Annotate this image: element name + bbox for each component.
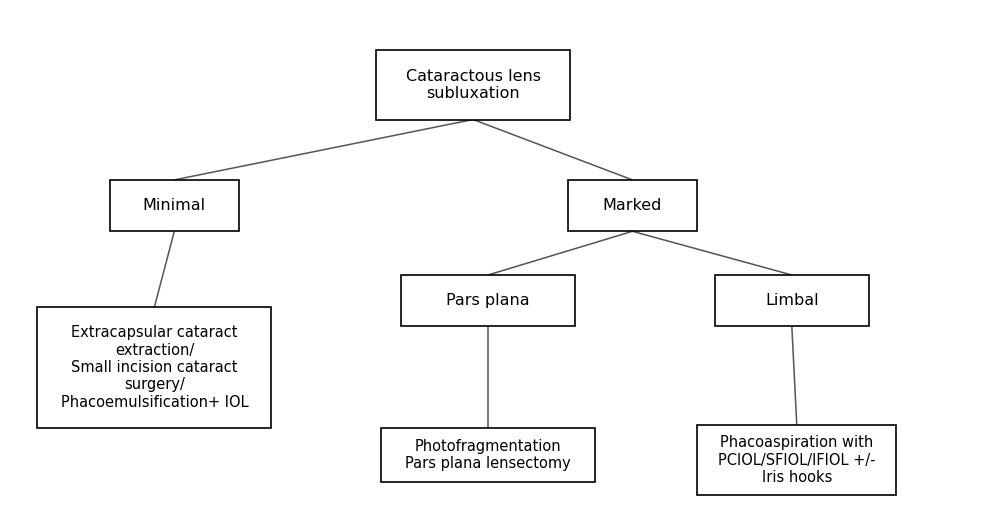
Text: Extracapsular cataract
extraction/
Small incision cataract
surgery/
Phacoemulsif: Extracapsular cataract extraction/ Small…: [61, 325, 248, 410]
FancyBboxPatch shape: [110, 180, 239, 231]
Text: Limbal: Limbal: [765, 293, 819, 308]
Text: Minimal: Minimal: [142, 198, 206, 213]
Text: Photofragmentation
Pars plana lensectomy: Photofragmentation Pars plana lensectomy: [405, 438, 571, 471]
Text: Pars plana: Pars plana: [446, 293, 530, 308]
FancyBboxPatch shape: [697, 426, 896, 494]
Text: Phacoaspiration with
PCIOL/SFIOL/IFIOL +/-
Iris hooks: Phacoaspiration with PCIOL/SFIOL/IFIOL +…: [718, 435, 875, 485]
FancyBboxPatch shape: [568, 180, 697, 231]
FancyBboxPatch shape: [380, 428, 596, 482]
FancyBboxPatch shape: [400, 275, 575, 326]
Text: Cataractous lens
subluxation: Cataractous lens subluxation: [405, 68, 541, 101]
FancyBboxPatch shape: [375, 50, 570, 119]
FancyBboxPatch shape: [715, 275, 869, 326]
FancyBboxPatch shape: [38, 307, 271, 428]
Text: Marked: Marked: [603, 198, 662, 213]
